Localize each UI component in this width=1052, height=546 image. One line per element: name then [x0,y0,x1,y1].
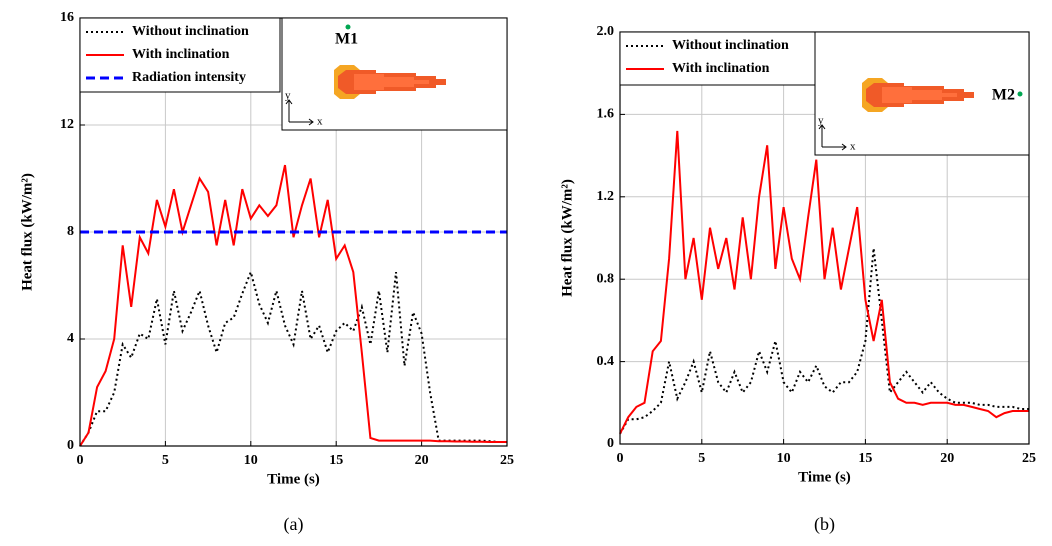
y-tick-label: 0.4 [597,354,615,369]
x-axis-title: Time (s) [798,469,851,485]
y-tick-label: 8 [67,224,74,239]
inset-axis-label: x [317,116,323,128]
y-tick-label: 1.2 [597,189,615,204]
panel-label: (a) [284,514,304,535]
x-tick-label: 25 [1022,451,1036,466]
inset-axis-label: y [818,115,824,127]
x-tick-label: 0 [77,453,84,468]
y-tick-label: 4 [67,331,74,346]
legend-label: Without inclination [672,38,789,53]
inset-label: M2 [992,87,1015,104]
series-line [79,268,507,447]
x-tick-label: 5 [162,453,169,468]
x-tick-label: 10 [777,451,791,466]
y-tick-label: 1.6 [597,107,615,122]
legend-label: Without inclination [132,24,249,39]
measure-point [1017,91,1023,97]
inset-axes [818,124,847,151]
legend-label: With inclination [672,61,770,76]
y-axis-title: Heat flux (kW/m²) [559,179,575,297]
x-tick-label: 10 [244,453,258,468]
panel-label: (b) [814,514,835,535]
fire-core [882,87,957,103]
measure-point [345,24,351,30]
inset-axis-label: y [285,90,291,102]
legend-label: Radiation intensity [132,70,246,85]
y-tick-label: 0.8 [597,271,615,286]
inset-axes [285,99,314,126]
x-axis-title: Time (s) [267,471,320,487]
series-line [79,164,507,447]
series-line [619,130,1029,435]
y-tick-label: 0 [67,438,74,453]
y-axis-title: Heat flux (kW/m²) [19,173,35,291]
y-tick-label: 12 [60,117,74,132]
legend-box [619,31,816,86]
x-tick-label: 5 [698,451,705,466]
series-line [619,248,1029,435]
fire-core [354,74,429,90]
y-tick-label: 2.0 [597,24,615,39]
inset-axis-label: x [850,141,856,153]
y-tick-label: 0 [607,436,614,451]
x-tick-label: 20 [940,451,954,466]
x-tick-label: 25 [500,453,514,468]
x-tick-label: 20 [415,453,429,468]
legend-label: With inclination [132,47,230,62]
x-tick-label: 15 [858,451,872,466]
x-tick-label: 15 [329,453,343,468]
x-tick-label: 0 [617,451,624,466]
y-tick-label: 16 [60,10,74,25]
inset-label: M1 [335,31,358,48]
